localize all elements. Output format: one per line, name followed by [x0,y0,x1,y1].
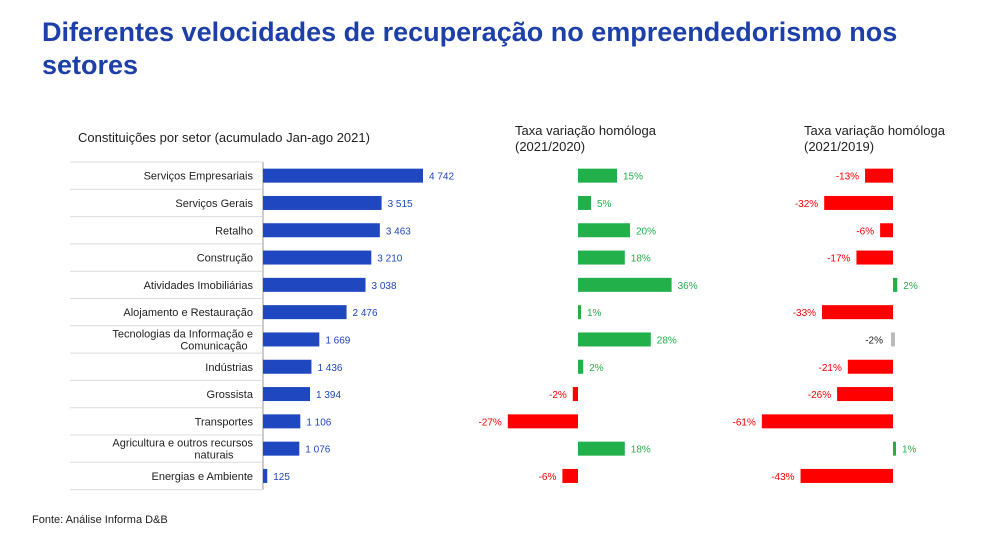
variacao-2020-bar [578,441,625,456]
variacao-2020-value-label: 28% [657,335,677,346]
constituicoes-bar [263,305,347,320]
category-label: Energias e Ambiente [151,471,253,483]
variacao-2019-value-label: -32% [795,199,818,210]
variacao-2019-bar [847,359,893,374]
category-label: Tecnologias da Informação e [112,328,253,340]
variacao-2019-bar [856,250,893,265]
variacao-2019-bar [824,195,893,210]
constituicoes-value-label: 2 476 [353,308,378,319]
category-label: Alojamento e Restauração [123,307,253,319]
variacao-2019-value-label: -13% [836,172,859,183]
variacao-2020-bar [578,250,625,265]
variacao-2019-bar [822,305,893,320]
variacao-2019-value-label: -26% [808,390,831,401]
variacao-2020-bar [578,332,651,347]
constituicoes-bar [263,332,320,347]
category-label: Grossista [207,389,254,401]
chart-title: Diferentes velocidades de recuperação no… [42,17,898,80]
variacao-2019-value-label: -6% [856,226,874,237]
variacao-2020-bar [578,168,617,183]
source-note: Fonte: Análise Informa D&B [32,514,168,526]
category-label: Atividades Imobiliárias [144,280,254,292]
variacao-2020-bar [578,195,591,210]
variacao-2020-bar [507,414,578,429]
constituicoes-bar [263,387,311,402]
variacao-2019-bar [865,168,893,183]
variacao-2020-value-label: 5% [597,199,612,210]
panel-2-header: Taxa variação homóloga (2021/2020) [515,123,656,154]
variacao-2019-value-label: 1% [902,445,917,456]
constituicoes-value-label: 4 742 [429,172,454,183]
variacao-2019-value-label: -61% [732,417,755,428]
variacao-2019-bar [891,332,895,347]
variacao-2020-bar [562,468,578,483]
variacao-2019-value-label: -2% [865,335,883,346]
constituicoes-bar [263,359,312,374]
constituicoes-bar [263,168,423,183]
constituicoes-value-label: 3 463 [386,226,411,237]
variacao-2019-bar [837,387,893,402]
category-label: Transportes [195,416,254,428]
variacao-2020-value-label: 15% [623,172,643,183]
constituicoes-value-label: 1 669 [325,335,350,346]
variacao-2019-bar [893,277,898,292]
constituicoes-value-label: 125 [273,472,290,483]
variacao-2020-value-label: 18% [631,445,651,456]
category-label: naturais [194,450,234,462]
variacao-2020-bar [578,223,630,238]
category-label: Indústrias [205,362,253,374]
constituicoes-bar [263,414,301,429]
variacao-2019-value-label: -21% [818,363,841,374]
variacao-2020-value-label: 20% [636,226,656,237]
variacao-2020-value-label: 36% [678,281,698,292]
variacao-2019-value-label: -33% [793,308,816,319]
variacao-2020-value-label: -27% [478,417,501,428]
panel-3-header: Taxa variação homóloga (2021/2019) [804,123,945,154]
variacao-2020-bar [578,277,672,292]
variacao-2020-value-label: -6% [539,472,557,483]
variacao-2020-value-label: 18% [631,254,651,265]
category-label: Construção [197,253,253,265]
category-label: Retalho [215,225,253,237]
constituicoes-value-label: 1 394 [316,390,341,401]
variacao-2019-bar [800,468,893,483]
variacao-2019-bar [893,441,896,456]
constituicoes-value-label: 1 106 [306,417,331,428]
constituicoes-bar [263,250,372,265]
constituicoes-value-label: 1 076 [305,445,330,456]
constituicoes-bar [263,441,300,456]
category-label: Comunicação [180,340,247,352]
variacao-2020-value-label: 1% [587,308,602,319]
variacao-2020-value-label: 2% [589,363,604,374]
variacao-2020-bar [578,359,584,374]
category-label: Agricultura e outros recursos [112,438,253,450]
constituicoes-value-label: 3 038 [372,281,397,292]
constituicoes-bar [263,468,268,483]
category-label: Serviços Empresariais [144,171,254,183]
variacao-2019-bar [761,414,893,429]
constituicoes-value-label: 3 210 [377,254,402,265]
variacao-2020-bar [572,387,578,402]
category-label: Serviços Gerais [175,198,253,210]
variacao-2019-value-label: -43% [771,472,794,483]
constituicoes-bar [263,223,380,238]
variacao-2019-value-label: -17% [827,254,850,265]
variacao-2019-bar [880,223,893,238]
constituicoes-bar [263,277,366,292]
variacao-2020-bar [578,305,581,320]
constituicoes-bar [263,195,382,210]
constituicoes-value-label: 1 436 [317,363,342,374]
variacao-2020-value-label: -2% [549,390,567,401]
variacao-2019-value-label: 2% [903,281,918,292]
constituicoes-value-label: 3 515 [388,199,413,210]
panel-1-header: Constituições por setor (acumulado Jan-a… [78,130,370,145]
